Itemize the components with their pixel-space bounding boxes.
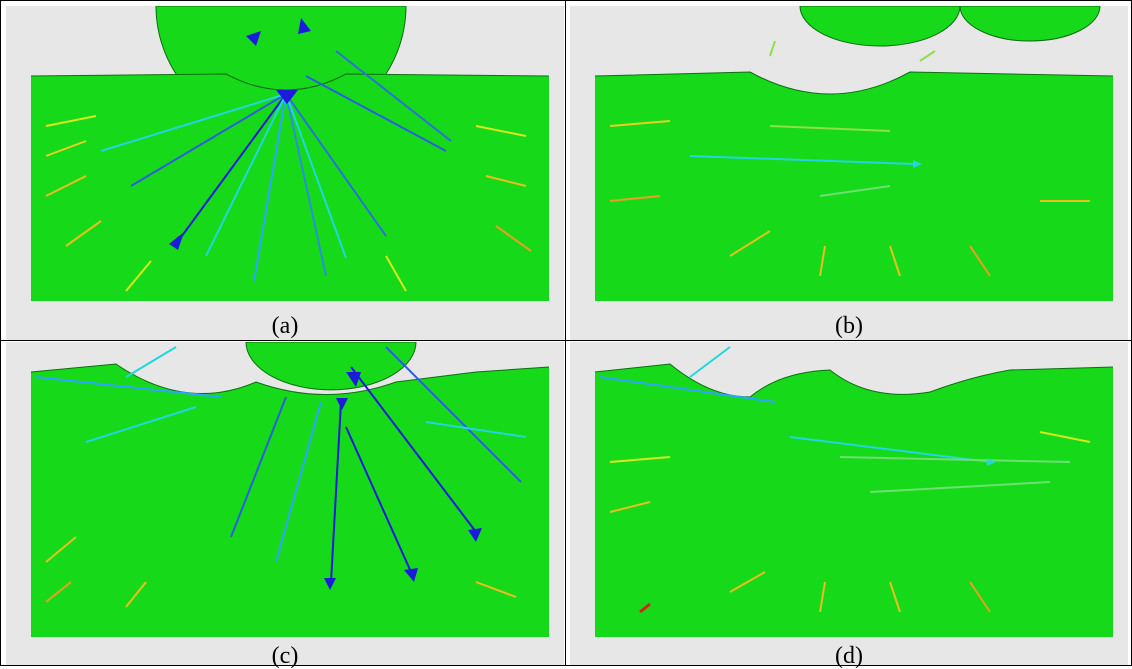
panel-a: [6, 6, 564, 311]
substrate-b: [595, 72, 1113, 301]
caption-a: (a): [6, 311, 564, 341]
vector-field-a: [45, 18, 532, 292]
indenter-b-left: [799, 6, 961, 47]
substrate-a: [31, 74, 549, 301]
substrate-c: [31, 364, 549, 637]
caption-b: (b): [570, 311, 1128, 341]
vector-field-d: [599, 346, 1091, 614]
indenter-b-right: [959, 6, 1101, 42]
substrate-d: [595, 364, 1113, 637]
panel-d-plot: [594, 346, 1114, 637]
panel-c-plot: [30, 342, 550, 637]
vector-field-c: [35, 346, 527, 608]
panel-d: [570, 342, 1128, 647]
panel-a-plot: [30, 6, 550, 301]
border-left: [0, 0, 1, 666]
panel-c: [6, 342, 564, 647]
border-mid: [0, 340, 1132, 341]
vector-field-b: [609, 40, 1090, 277]
indenter-c: [245, 342, 417, 391]
border-top: [0, 0, 1132, 1]
caption-d: (d): [570, 644, 1128, 668]
panel-b: [570, 6, 1128, 311]
border-center: [565, 0, 566, 666]
caption-c: (c): [6, 644, 564, 668]
panel-b-plot: [594, 6, 1114, 301]
